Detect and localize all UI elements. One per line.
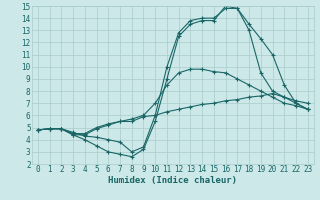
X-axis label: Humidex (Indice chaleur): Humidex (Indice chaleur) (108, 176, 237, 185)
